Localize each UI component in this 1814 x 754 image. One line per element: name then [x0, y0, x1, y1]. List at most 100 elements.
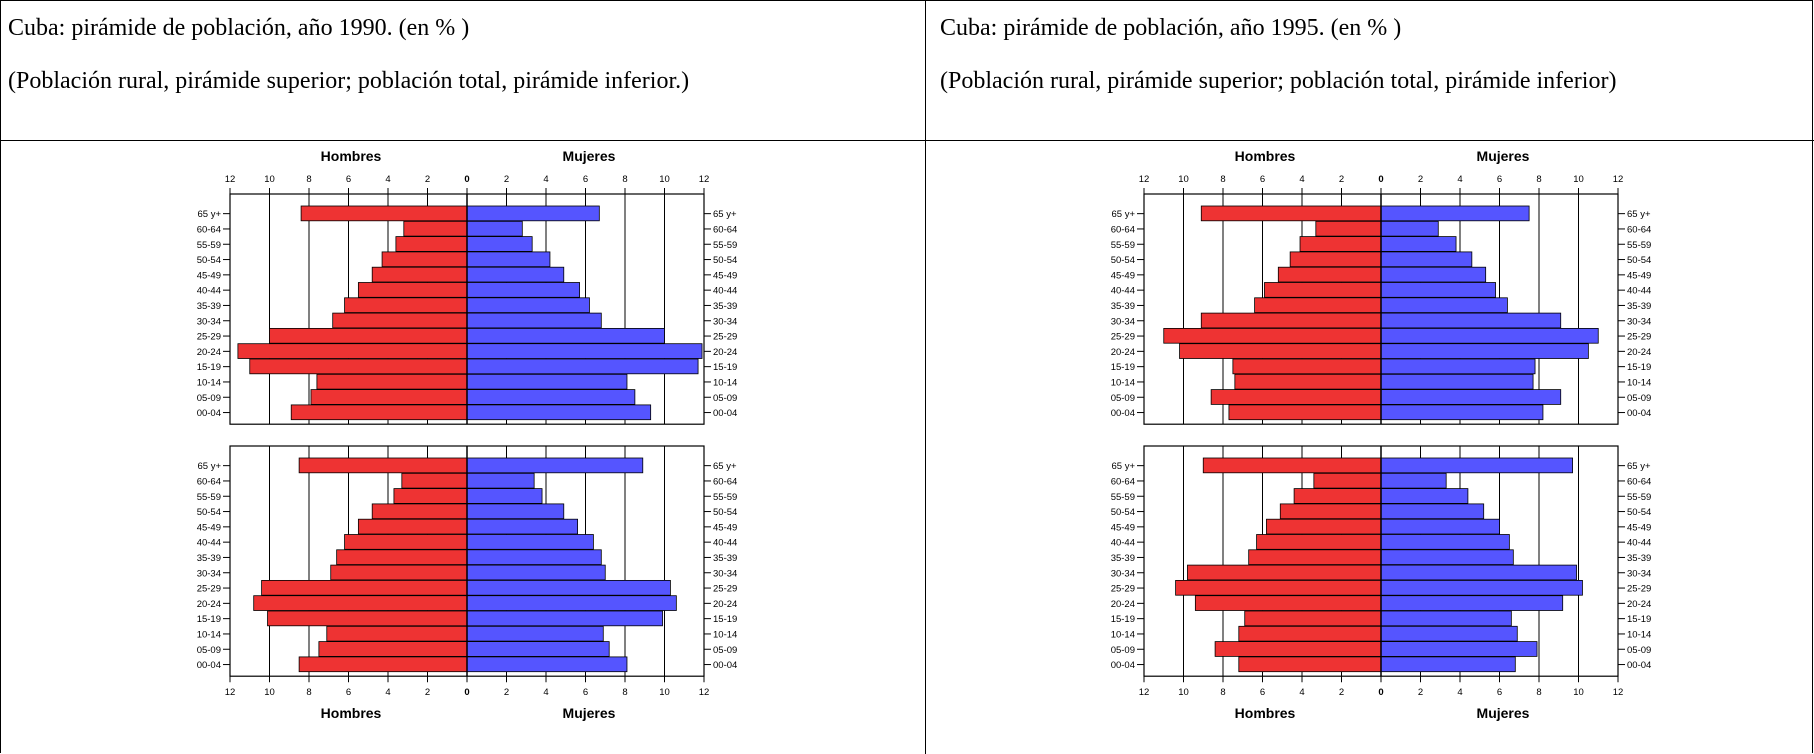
- age-label-right: 10-14: [1627, 377, 1651, 388]
- x-tick-label: 6: [346, 687, 351, 698]
- bar-hombres: [403, 220, 468, 237]
- bar-hombres: [1299, 236, 1382, 252]
- x-tick-label: 2: [425, 687, 430, 698]
- age-label-left: 30-34: [197, 568, 221, 579]
- x-tick-label: 0: [464, 687, 469, 698]
- age-label-right: 60-64: [713, 476, 737, 487]
- x-tick-label: 8: [1220, 687, 1225, 698]
- bar-hombres: [1277, 266, 1382, 283]
- bar-mujeres: [1380, 610, 1512, 627]
- age-label-right: 60-64: [1627, 224, 1651, 235]
- bar-hombres: [269, 327, 468, 344]
- bar-mujeres: [1380, 327, 1599, 344]
- age-label-left: 35-39: [197, 553, 221, 564]
- age-label-right: 55-59: [713, 492, 737, 503]
- age-label-left: 45-49: [1111, 270, 1135, 281]
- age-label-right: 05-09: [1627, 645, 1651, 656]
- bar-mujeres: [466, 389, 636, 405]
- age-label-right: 00-04: [713, 660, 737, 671]
- footer-hombres: Hombres: [1235, 705, 1296, 721]
- bar-mujeres: [1380, 579, 1583, 596]
- bar-hombres: [344, 534, 468, 550]
- age-label-left: 45-49: [197, 270, 221, 281]
- bar-mujeres: [466, 625, 604, 642]
- age-label-right: 35-39: [1627, 553, 1651, 564]
- age-label-left: 35-39: [197, 301, 221, 312]
- bar-hombres: [371, 266, 468, 283]
- bar-hombres: [1214, 641, 1382, 657]
- x-tick-label: 6: [1260, 174, 1265, 185]
- age-label-left: 55-59: [197, 240, 221, 251]
- age-label-right: 00-04: [713, 408, 737, 419]
- bar-mujeres: [466, 641, 610, 657]
- age-label-right: 45-49: [1627, 522, 1651, 533]
- x-tick-label: 10: [659, 687, 670, 698]
- bar-hombres: [1238, 625, 1382, 642]
- right-header-cell: Cuba: pirámide de población, año 1995. (…: [926, 0, 1813, 140]
- x-tick-label: 2: [1418, 687, 1423, 698]
- age-label-right: 40-44: [713, 538, 737, 549]
- x-tick-label: 4: [1299, 687, 1304, 698]
- bar-hombres: [1194, 595, 1382, 611]
- bar-hombres: [344, 297, 468, 314]
- row-divider: [0, 140, 1814, 141]
- header-mujeres: Mujeres: [563, 148, 616, 164]
- x-tick-label: 0: [1378, 687, 1383, 698]
- pyramid-1990-rural: 65 y+ 65 y+ 60-64 60-64 55-59 55-59 50-54 50-54…: [197, 148, 737, 425]
- age-label-left: 20-24: [1111, 347, 1135, 358]
- bar-mujeres: [1380, 595, 1564, 611]
- bar-hombres: [1313, 472, 1382, 489]
- age-label-right: 00-04: [1627, 660, 1651, 671]
- x-tick-label: 4: [1299, 174, 1304, 185]
- bar-hombres: [1163, 327, 1382, 344]
- bar-mujeres: [466, 472, 535, 489]
- age-label-right: 55-59: [1627, 492, 1651, 503]
- age-label-left: 15-19: [1111, 614, 1135, 625]
- header-mujeres: Mujeres: [1477, 148, 1530, 164]
- bar-hombres: [395, 236, 468, 252]
- bar-hombres: [371, 503, 468, 520]
- bar-hombres: [1315, 220, 1382, 237]
- bar-mujeres: [466, 595, 677, 611]
- age-label-left: 15-19: [197, 362, 221, 373]
- bar-mujeres: [466, 534, 594, 550]
- x-tick-label: 6: [583, 174, 588, 185]
- bar-mujeres: [466, 503, 565, 520]
- age-label-left: 45-49: [1111, 522, 1135, 533]
- bar-hombres: [1238, 656, 1382, 673]
- pyramid-1990-total: 65 y+ 65 y+ 60-64 60-64 55-59 55-59 50-54 50-54…: [197, 445, 737, 721]
- bar-hombres: [253, 595, 468, 611]
- age-label-right: 60-64: [1627, 476, 1651, 487]
- age-label-right: 20-24: [713, 347, 737, 358]
- age-label-right: 15-19: [713, 614, 737, 625]
- left-title: Cuba: pirámide de población, año 1990. (…: [8, 15, 470, 41]
- bar-mujeres: [1380, 625, 1518, 642]
- bar-hombres: [332, 312, 468, 329]
- x-tick-label: 10: [264, 174, 275, 185]
- age-label-right: 15-19: [713, 362, 737, 373]
- age-label-right: 20-24: [1627, 599, 1651, 610]
- age-label-right: 45-49: [713, 270, 737, 281]
- bar-mujeres: [466, 343, 703, 359]
- bar-mujeres: [466, 220, 523, 237]
- x-tick-label: 4: [543, 174, 548, 185]
- x-tick-label: 6: [1497, 687, 1502, 698]
- bar-mujeres: [1380, 358, 1536, 375]
- age-label-left: 10-14: [197, 377, 221, 388]
- bar-hombres: [1256, 534, 1382, 550]
- bar-mujeres: [466, 564, 606, 581]
- bar-hombres: [1244, 610, 1382, 627]
- bar-mujeres: [1380, 282, 1496, 298]
- bar-hombres: [1264, 282, 1382, 298]
- x-tick-label: 12: [1613, 174, 1624, 185]
- age-label-left: 25-29: [197, 584, 221, 595]
- x-tick-label: 8: [306, 174, 311, 185]
- x-tick-label: 4: [1457, 687, 1462, 698]
- bar-mujeres: [466, 297, 590, 314]
- bar-mujeres: [1380, 220, 1439, 237]
- bar-hombres: [310, 389, 468, 405]
- bar-mujeres: [466, 549, 602, 565]
- age-label-left: 05-09: [1111, 393, 1135, 404]
- age-label-right: 25-29: [713, 332, 737, 343]
- bar-hombres: [1200, 205, 1382, 222]
